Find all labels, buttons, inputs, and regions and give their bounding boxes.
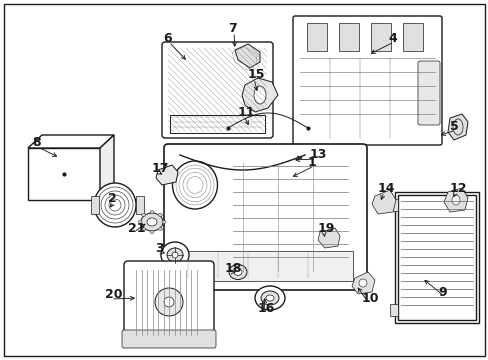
Text: 13: 13: [309, 148, 326, 162]
Polygon shape: [235, 44, 260, 68]
Ellipse shape: [172, 161, 217, 209]
Ellipse shape: [155, 288, 183, 316]
Text: 12: 12: [449, 181, 467, 194]
Ellipse shape: [167, 248, 183, 262]
Bar: [28, 148, 100, 200]
Ellipse shape: [94, 183, 136, 227]
Text: 6: 6: [163, 31, 171, 45]
Polygon shape: [447, 114, 467, 140]
Text: 8: 8: [32, 136, 41, 149]
Ellipse shape: [161, 242, 189, 268]
Text: 21: 21: [128, 221, 145, 234]
Polygon shape: [28, 135, 114, 148]
Text: 14: 14: [377, 181, 395, 194]
Ellipse shape: [158, 228, 162, 230]
Ellipse shape: [172, 252, 178, 258]
Ellipse shape: [358, 279, 366, 287]
Text: 18: 18: [224, 261, 242, 274]
Bar: [389, 199, 397, 211]
Text: 2: 2: [108, 192, 117, 204]
Text: 3: 3: [155, 242, 163, 255]
Polygon shape: [371, 190, 395, 214]
Polygon shape: [100, 135, 114, 200]
Bar: [338, 23, 358, 51]
Ellipse shape: [228, 265, 246, 279]
Bar: [136, 196, 143, 214]
Text: 9: 9: [437, 285, 446, 298]
Bar: [178, 251, 352, 281]
Ellipse shape: [138, 220, 142, 224]
Ellipse shape: [150, 211, 154, 213]
Ellipse shape: [234, 269, 242, 275]
Text: 5: 5: [449, 120, 458, 132]
Polygon shape: [351, 272, 374, 294]
Polygon shape: [443, 188, 467, 212]
Ellipse shape: [451, 195, 459, 205]
Text: 11: 11: [238, 105, 255, 118]
FancyBboxPatch shape: [162, 42, 272, 138]
FancyBboxPatch shape: [417, 61, 439, 125]
Ellipse shape: [150, 230, 154, 234]
Polygon shape: [242, 78, 278, 112]
FancyBboxPatch shape: [124, 261, 214, 344]
FancyBboxPatch shape: [122, 330, 216, 348]
Text: 7: 7: [227, 22, 236, 35]
Bar: [394, 192, 478, 323]
Text: 19: 19: [317, 221, 335, 234]
Ellipse shape: [261, 291, 279, 305]
Bar: [397, 195, 475, 320]
Ellipse shape: [141, 213, 145, 216]
Text: 10: 10: [361, 292, 379, 305]
Ellipse shape: [141, 228, 145, 230]
FancyBboxPatch shape: [292, 16, 441, 145]
Text: 1: 1: [307, 156, 316, 168]
Text: 4: 4: [387, 31, 396, 45]
Ellipse shape: [163, 297, 174, 307]
Polygon shape: [317, 228, 339, 248]
Text: 16: 16: [258, 302, 275, 315]
Polygon shape: [156, 165, 178, 185]
Ellipse shape: [162, 220, 165, 224]
Ellipse shape: [158, 213, 162, 216]
Text: 20: 20: [105, 288, 122, 302]
Bar: [170, 115, 264, 133]
Ellipse shape: [265, 295, 273, 301]
Bar: [402, 23, 422, 51]
Text: 17: 17: [152, 162, 169, 175]
FancyBboxPatch shape: [163, 144, 366, 290]
Bar: [389, 304, 397, 316]
Text: 15: 15: [247, 68, 265, 81]
Bar: [370, 23, 390, 51]
Bar: [306, 23, 326, 51]
Ellipse shape: [141, 213, 163, 231]
Ellipse shape: [254, 286, 285, 310]
Ellipse shape: [253, 86, 265, 104]
Bar: [91, 196, 99, 214]
Ellipse shape: [147, 218, 157, 226]
